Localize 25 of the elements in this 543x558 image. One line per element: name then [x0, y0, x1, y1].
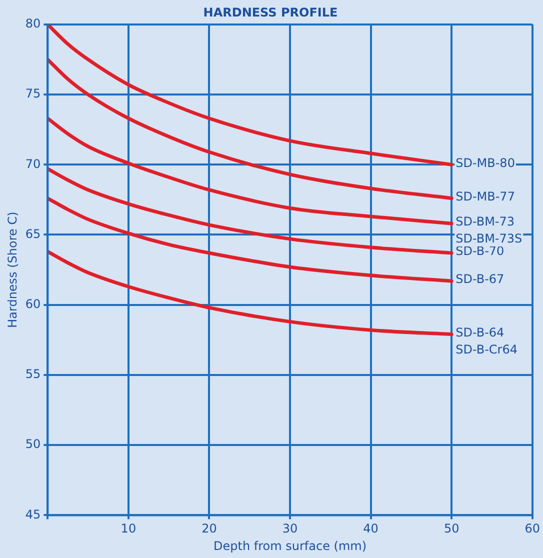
series-label: SD-B-64: [456, 325, 504, 340]
y-tick-label: 55: [25, 367, 41, 382]
y-tick-label: 45: [25, 507, 41, 522]
annotation: SD-BM-73S: [456, 232, 522, 246]
series-label: SD-MB-77: [456, 189, 515, 204]
y-tick-label: 50: [25, 437, 41, 452]
x-tick-label: 30: [282, 522, 298, 536]
y-tick-label: 70: [25, 156, 41, 171]
x-tick-label: 40: [363, 522, 378, 536]
chart-title: HARDNESS PROFILE: [203, 5, 338, 20]
y-tick-label: 65: [25, 226, 41, 241]
x-axis-title: Depth from surface (mm): [214, 538, 367, 553]
x-tick-label: 20: [202, 522, 217, 536]
y-tick-label: 75: [25, 86, 41, 101]
annotation: SD-B-Cr64: [456, 342, 518, 356]
x-tick-label: 60: [524, 522, 540, 536]
series-label: SD-BM-73: [456, 214, 515, 229]
series-label: SD-B-67: [456, 272, 504, 286]
x-tick-label: 10: [120, 522, 136, 536]
y-tick-label: 60: [25, 296, 41, 311]
y-tick-label: 80: [25, 16, 41, 31]
y-axis-title: Hardness (Shore C): [5, 212, 20, 328]
series-label: SD-B-70: [456, 244, 504, 258]
series-label: SD-MB-80: [456, 156, 515, 170]
x-tick-label: 50: [444, 522, 460, 536]
